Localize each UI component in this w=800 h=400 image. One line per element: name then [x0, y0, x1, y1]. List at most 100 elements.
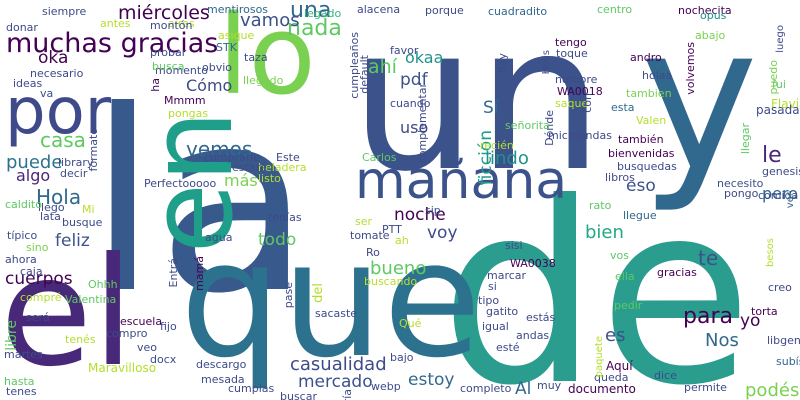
word-11: una: [290, 0, 332, 23]
word-111: sería: [341, 389, 354, 400]
word-143: necesario: [30, 67, 84, 80]
word-75: esta: [611, 101, 635, 114]
word-116: Maravilloso: [88, 361, 157, 375]
word-95: vos: [610, 249, 629, 262]
word-54: antes: [100, 17, 131, 30]
word-137: Mi: [82, 203, 95, 216]
word-59: alacena: [357, 3, 401, 16]
word-169: Este: [276, 151, 300, 164]
word-158: favor: [390, 44, 419, 57]
word-87: comida: [758, 189, 799, 202]
word-68: tengo: [555, 36, 587, 49]
word-135: lata: [40, 210, 61, 223]
word-153: STK: [216, 41, 237, 54]
word-93: llegue: [623, 209, 657, 222]
word-50: del: [311, 283, 326, 303]
word-58: legado: [304, 7, 342, 20]
word-198: esté: [496, 341, 520, 354]
word-61: cuadradito: [488, 5, 548, 18]
word-72: nombre: [555, 73, 598, 86]
word-65: abajo: [695, 29, 726, 42]
word-161: cuando: [390, 97, 431, 110]
word-38: cuerpos: [5, 269, 73, 289]
word-44: es: [605, 325, 626, 346]
word-125: escuela: [120, 315, 163, 328]
word-179: PTT: [382, 223, 402, 236]
word-133: típico: [7, 229, 38, 242]
word-114: mesada: [201, 373, 245, 386]
word-146: probar: [150, 46, 187, 59]
word-45: yo: [740, 311, 761, 331]
word-141: formato: [87, 128, 100, 172]
word-104: dice: [654, 369, 677, 382]
word-181: tomate: [350, 229, 390, 242]
word-138: caldito: [5, 198, 42, 211]
word-80: puedo: [767, 60, 780, 95]
word-109: completo: [460, 382, 512, 395]
word-110: webp: [371, 380, 401, 393]
word-63: nochecita: [678, 4, 732, 17]
word-140: decir: [60, 167, 88, 180]
word-27: voy: [427, 223, 458, 243]
word-187: si: [488, 280, 497, 293]
word-48: oka: [38, 48, 69, 68]
word-193: gatito: [486, 305, 519, 318]
word-60: porque: [425, 4, 464, 17]
word-162: saque: [555, 97, 589, 110]
word-199: paquete: [594, 336, 605, 378]
word-29: lindo: [485, 148, 529, 169]
word-150: ha: [149, 78, 162, 92]
word-129: Ohhh: [88, 278, 118, 291]
word-79: pasada: [756, 103, 800, 117]
word-32: puede: [6, 152, 63, 173]
word-37: todo: [258, 230, 297, 250]
word-166: con: [581, 93, 594, 113]
word-10: muchas gracias: [6, 28, 219, 59]
word-56: montón: [150, 19, 193, 32]
word-108: muy: [537, 379, 562, 392]
word-124: será: [26, 311, 50, 324]
word-64: opus: [700, 9, 727, 22]
word-142: ideas: [13, 77, 43, 90]
word-103: Aquí: [606, 359, 633, 373]
word-1: de: [440, 149, 753, 400]
word-188: buscando: [364, 275, 418, 288]
word-136: llego: [38, 201, 65, 214]
word-173: comprarle: [204, 151, 261, 164]
word-130: caja: [20, 265, 43, 278]
word-66: luego: [775, 25, 786, 53]
word-170: heladera: [258, 161, 307, 174]
word-123: tenes: [6, 385, 37, 398]
word-117: docx: [150, 353, 177, 366]
word-52: donar: [6, 21, 38, 34]
word-4: el: [0, 226, 134, 400]
word-3: y: [640, 0, 759, 216]
word-70: Holis: [541, 50, 552, 75]
word-148: Mmmm: [164, 94, 206, 107]
word-42: estoy: [408, 370, 455, 390]
word-105: queda: [594, 371, 629, 384]
word-134: busque: [62, 216, 103, 229]
word-97: ella: [615, 270, 635, 283]
word-6: por: [5, 75, 112, 149]
word-184: sisi: [505, 239, 523, 252]
word-112: buscar: [280, 390, 317, 400]
word-192: tipo: [478, 294, 500, 307]
word-99: torta: [751, 305, 778, 318]
word-172: estaré: [232, 161, 267, 174]
word-164: recién: [480, 139, 514, 152]
word-182: Ro: [366, 246, 380, 259]
word-17: pdf: [400, 70, 428, 90]
word-183: agua: [205, 231, 233, 244]
word-185: WA0038: [510, 257, 556, 270]
word-43: Nos: [705, 330, 739, 351]
word-127: Valentina: [65, 293, 117, 306]
word-128: compré: [20, 291, 62, 304]
word-36: feliz: [55, 231, 90, 251]
word-171: listo: [258, 172, 281, 185]
word-69: toque: [556, 47, 588, 60]
word-0: la: [88, 57, 311, 348]
word-131: ahora: [5, 253, 37, 266]
word-30: Hola: [36, 185, 82, 209]
